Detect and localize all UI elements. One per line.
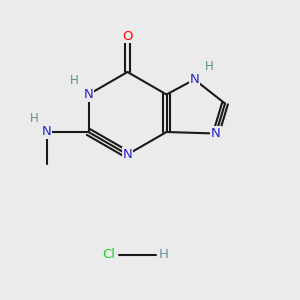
- Text: H: H: [159, 248, 169, 262]
- Text: H: H: [70, 74, 79, 87]
- Text: H: H: [29, 112, 38, 125]
- Text: N: N: [211, 127, 221, 140]
- Text: N: N: [190, 73, 199, 86]
- Text: O: O: [122, 29, 133, 43]
- Text: N: N: [84, 88, 93, 101]
- Text: H: H: [204, 60, 213, 74]
- Text: N: N: [123, 148, 132, 161]
- Text: Cl: Cl: [103, 248, 116, 262]
- Text: N: N: [42, 125, 51, 139]
